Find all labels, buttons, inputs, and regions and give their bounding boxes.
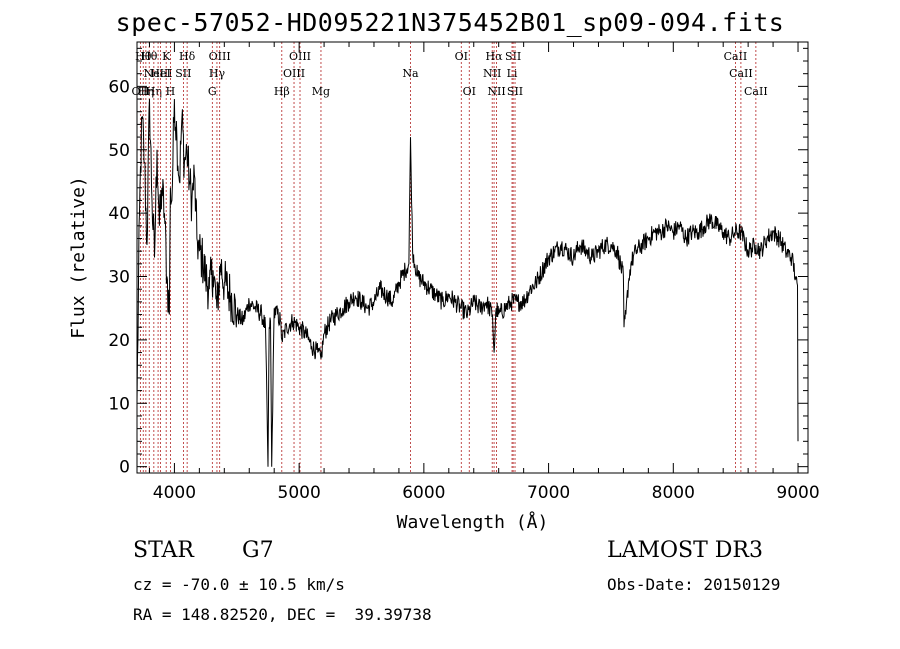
line-label: SII [507, 85, 523, 98]
line-label: OIII [289, 50, 311, 63]
redshift-text: cz = -70.0 ± 10.5 km/s [133, 575, 345, 594]
line-label: OII [132, 85, 150, 98]
line-label: Hθ [141, 50, 158, 63]
line-label: OI [455, 50, 468, 63]
x-tick-label: 6000 [402, 483, 445, 503]
axes: 4000 5000 6000 7000 8000 9000 0 10 20 30 40 50 60 [108, 42, 820, 503]
line-label: SII [505, 50, 521, 63]
x-tick-label: 4000 [153, 483, 196, 503]
line-label: OI [463, 85, 476, 98]
object-subclass: G7 [242, 538, 274, 563]
line-label: Hδ [179, 50, 196, 63]
line-label: CaII [724, 50, 748, 63]
line-label: Hη [146, 85, 162, 98]
y-tick-label: 60 [108, 77, 130, 97]
line-label: Na [402, 67, 419, 80]
line-label: NII [483, 67, 501, 80]
line-label: G [208, 85, 217, 98]
line-label: Hγ [209, 67, 226, 80]
line-label: Hθ [135, 50, 152, 63]
coordinates-text: RA = 148.82520, DEC = 39.39738 [133, 605, 432, 624]
line-label: HeI [150, 67, 170, 80]
x-tick-label: 5000 [278, 483, 321, 503]
y-tick-label: 40 [108, 204, 130, 224]
line-label: NeIII [143, 67, 172, 80]
line-label: CaII [729, 67, 753, 80]
line-label: NII [487, 85, 505, 98]
line-label: Li [507, 67, 518, 80]
line-label: Hα [486, 50, 504, 63]
line-label: Mg [312, 85, 330, 98]
plot-frame [136, 41, 809, 474]
line-label: CaII [744, 85, 768, 98]
y-tick-label: 10 [108, 394, 130, 414]
line-label: SII [175, 67, 191, 80]
spectrum-line [136, 98, 799, 467]
survey-name: LAMOST DR3 [607, 538, 763, 563]
x-tick-label: 7000 [527, 483, 570, 503]
x-tick-label: 9000 [776, 483, 819, 503]
y-tick-label: 50 [108, 141, 130, 161]
y-tick-label: 30 [108, 268, 130, 288]
line-label: OIII [283, 67, 305, 80]
line-label: K [162, 50, 171, 63]
line-label: Hη [138, 85, 154, 98]
y-tick-label: 20 [108, 331, 130, 351]
line-label: Hβ [274, 85, 290, 98]
object-class: STAR [133, 538, 194, 563]
y-axis-label: Flux (relative) [68, 176, 89, 339]
line-label: H [166, 85, 176, 98]
x-tick-label: 8000 [652, 483, 695, 503]
x-axis-label: Wavelength (Å) [397, 511, 549, 533]
observation-date: Obs-Date: 20150129 [607, 575, 781, 594]
chart-title: spec-57052-HD095221N375452B01_sp09-094.f… [115, 8, 785, 37]
y-tick-label: 0 [119, 458, 130, 478]
line-label: OIII [209, 50, 231, 63]
